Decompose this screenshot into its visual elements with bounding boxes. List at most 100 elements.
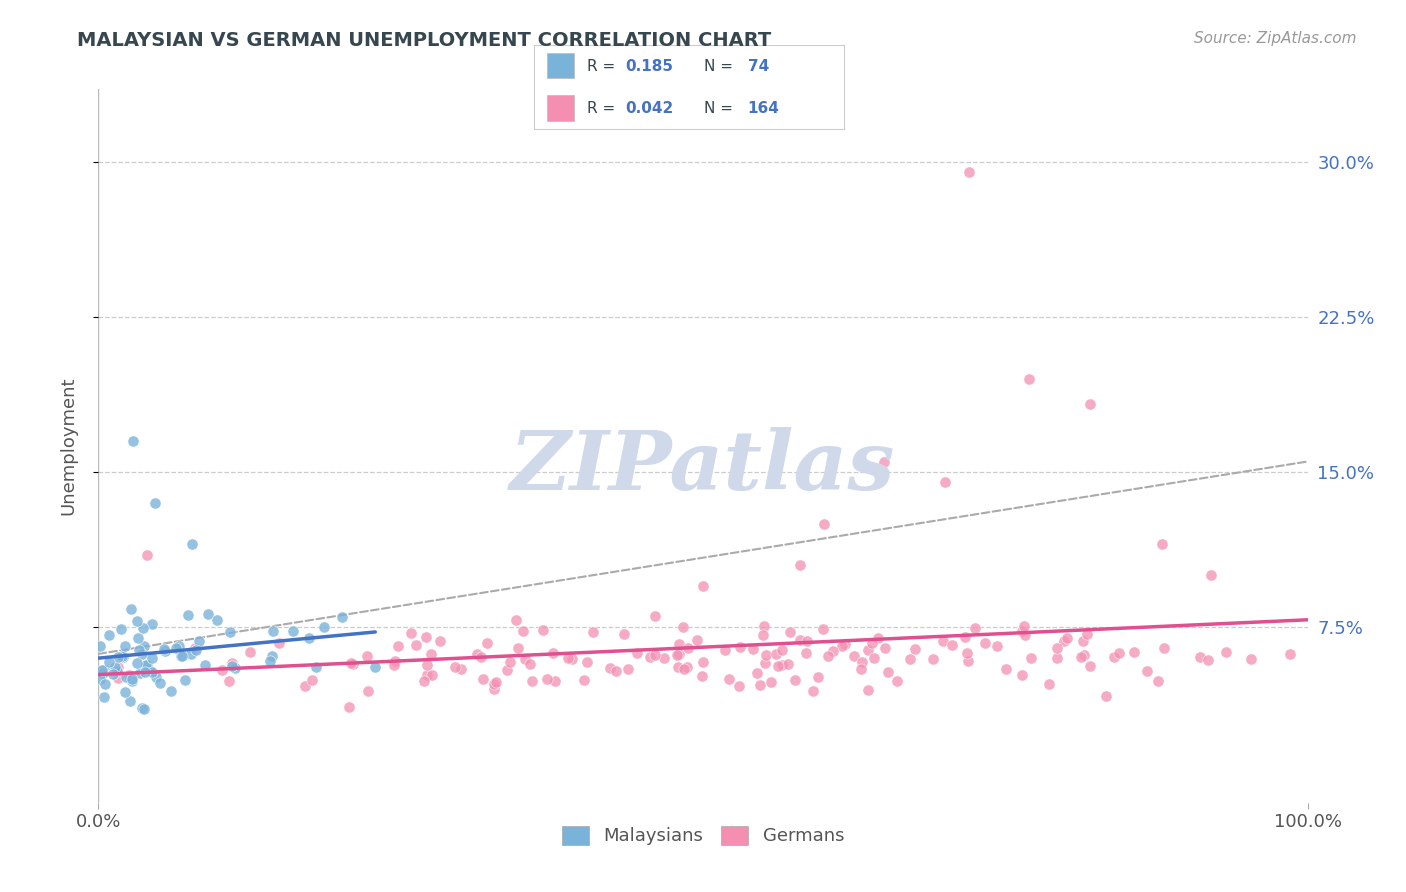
Text: 164: 164 <box>748 101 779 116</box>
Point <box>789 632 811 647</box>
Point <box>765 647 787 661</box>
Point <box>617 661 640 675</box>
Point <box>844 649 866 664</box>
Point <box>384 654 406 668</box>
Point <box>986 639 1008 653</box>
Point <box>134 665 156 680</box>
Point <box>104 664 127 678</box>
Point <box>298 631 321 645</box>
Point <box>1046 651 1069 665</box>
Point <box>813 516 835 531</box>
Point <box>821 644 844 658</box>
Point <box>995 662 1018 676</box>
Point <box>858 643 880 657</box>
Point <box>429 634 451 648</box>
Text: R =: R = <box>586 101 620 116</box>
Text: Source: ZipAtlas.com: Source: ZipAtlas.com <box>1194 31 1357 46</box>
Point <box>1102 649 1125 664</box>
Point <box>305 660 328 674</box>
Point <box>1046 640 1069 655</box>
Point <box>1011 668 1033 682</box>
Point <box>770 643 793 657</box>
Point <box>186 643 208 657</box>
Point <box>495 663 517 677</box>
Point <box>512 624 534 639</box>
Point <box>575 655 598 669</box>
Point <box>1095 690 1118 704</box>
Point <box>197 607 219 621</box>
Point <box>801 683 824 698</box>
Point <box>668 647 690 661</box>
Point <box>875 640 897 655</box>
Point <box>122 434 145 448</box>
Point <box>405 638 427 652</box>
Point <box>1078 396 1101 410</box>
Point <box>1240 652 1263 666</box>
Point <box>219 625 242 640</box>
Point <box>118 693 141 707</box>
Point <box>779 624 801 639</box>
Point <box>856 683 879 698</box>
Point <box>416 657 439 672</box>
Point <box>1018 372 1040 386</box>
Point <box>932 634 955 648</box>
Point <box>638 650 661 665</box>
Point <box>485 675 508 690</box>
Point <box>153 643 176 657</box>
Point <box>626 646 648 660</box>
Point <box>557 650 579 665</box>
Point <box>416 668 439 682</box>
Point <box>262 649 284 664</box>
Point <box>541 646 564 660</box>
Point <box>145 670 167 684</box>
Point <box>149 676 172 690</box>
Text: N =: N = <box>704 59 738 74</box>
Point <box>114 670 136 684</box>
Point <box>505 613 527 627</box>
Point <box>259 654 281 668</box>
Point <box>131 700 153 714</box>
Point <box>135 548 157 562</box>
Point <box>170 648 193 663</box>
Point <box>188 633 211 648</box>
Point <box>717 672 740 686</box>
Point <box>515 651 537 665</box>
Point <box>770 657 793 672</box>
Point <box>807 670 830 684</box>
Point <box>536 672 558 686</box>
Point <box>340 657 363 671</box>
Point <box>173 673 195 687</box>
Point <box>364 660 387 674</box>
Point <box>399 626 422 640</box>
Point <box>101 666 124 681</box>
Point <box>748 678 770 692</box>
Point <box>262 624 284 638</box>
Point <box>125 615 148 629</box>
Point <box>141 617 163 632</box>
Point <box>572 673 595 688</box>
Point <box>114 685 136 699</box>
Point <box>1014 618 1036 632</box>
Point <box>956 654 979 668</box>
Point <box>138 663 160 677</box>
Point <box>544 674 567 689</box>
Bar <box>547 54 575 78</box>
Point <box>267 636 290 650</box>
Point <box>668 637 690 651</box>
Point <box>676 640 699 655</box>
Point <box>644 648 666 663</box>
Point <box>1146 674 1168 689</box>
Point <box>450 662 472 676</box>
Point <box>759 675 782 690</box>
Point <box>477 636 499 650</box>
Point <box>673 662 696 676</box>
Point <box>132 621 155 635</box>
Point <box>118 668 141 682</box>
Point <box>1199 568 1222 582</box>
Text: 74: 74 <box>748 59 769 74</box>
Point <box>104 660 127 674</box>
Point <box>768 659 790 673</box>
Point <box>107 659 129 673</box>
Point <box>561 651 583 665</box>
Point <box>973 635 995 649</box>
